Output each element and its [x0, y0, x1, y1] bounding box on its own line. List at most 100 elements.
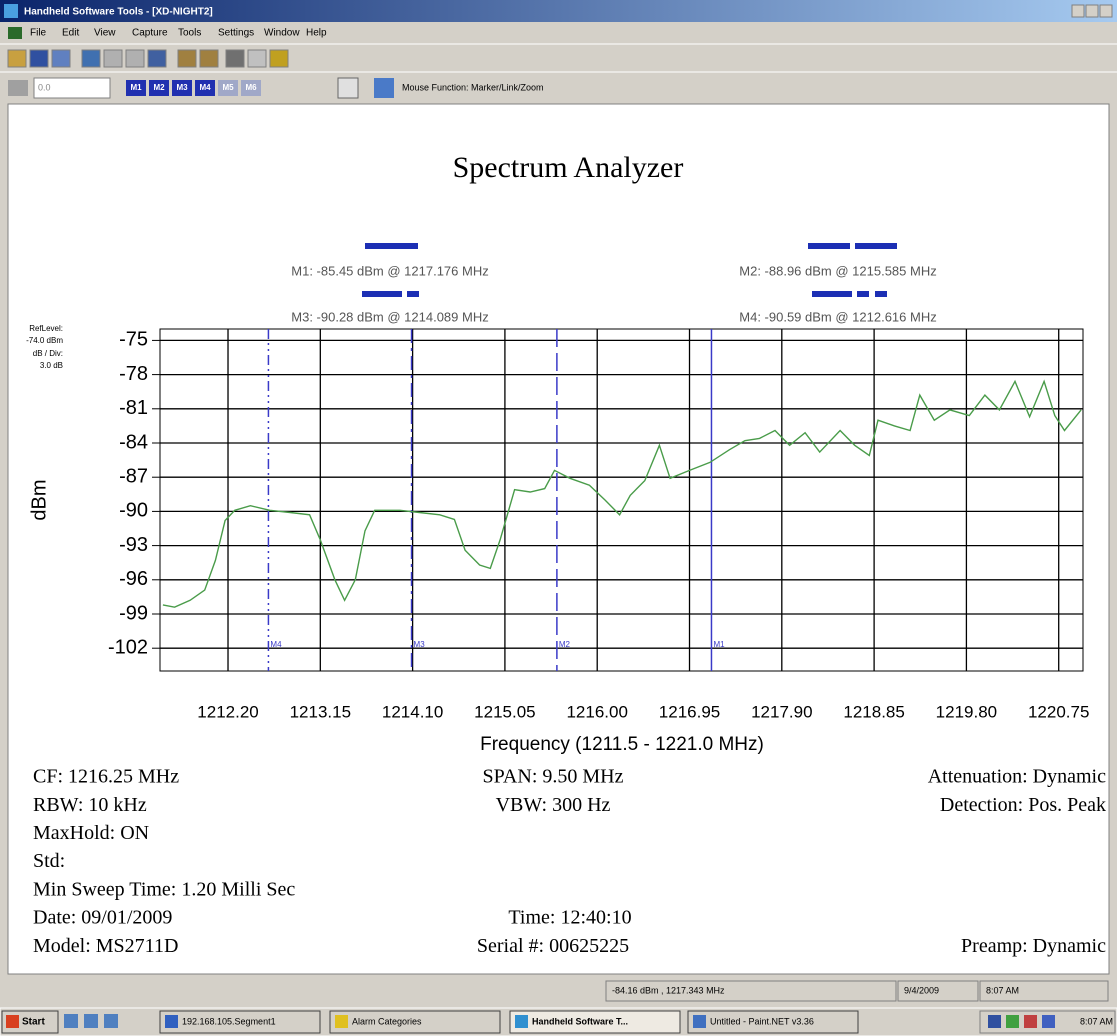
marker-indicator — [812, 291, 852, 297]
marker-button[interactable] — [126, 80, 146, 96]
marker-tag: M1 — [713, 640, 725, 649]
marker-tag: M3 — [414, 640, 426, 649]
x-tick-label: 1212.20 — [197, 702, 258, 721]
menu-item[interactable]: Edit — [62, 28, 79, 39]
setting: Min Sweep Time: 1.20 Milli Sec — [33, 878, 295, 900]
toolbar-button[interactable] — [7, 49, 27, 68]
marker-tag: M4 — [270, 640, 282, 649]
settings-panel: CF: 1216.25 MHz RBW: 10 kHz MaxHold: ON Std… — [33, 766, 1106, 957]
y-tick-label: -90 — [119, 500, 148, 522]
toolbar — [7, 49, 289, 68]
value-input[interactable] — [33, 77, 111, 99]
toolbar-button[interactable] — [225, 49, 245, 68]
mouse-mode-icon[interactable] — [374, 78, 394, 98]
status-pane — [605, 980, 897, 1002]
tray-icon[interactable] — [1024, 1015, 1037, 1028]
status-text: 8:07 AM — [986, 985, 1019, 995]
toolbar-button[interactable] — [177, 49, 197, 68]
marker-button[interactable] — [172, 80, 192, 96]
x-tick-label: 1216.95 — [659, 702, 720, 721]
marker-button[interactable] — [149, 80, 169, 96]
tray-icon[interactable] — [1042, 1015, 1055, 1028]
tool-icon[interactable] — [8, 80, 28, 96]
marker-tag: M2 — [559, 640, 571, 649]
setting: SPAN: 9.50 MHz — [483, 766, 624, 788]
taskbar: Start 192.168.105.Segment1 Alarm Categorie… — [0, 1007, 1117, 1036]
marker-readout: M2: -88.96 dBm @ 1215.585 MHz — [739, 263, 936, 278]
marker-readout: M3: -90.28 dBm @ 1214.089 MHz — [291, 309, 488, 324]
task-button[interactable] — [509, 1010, 681, 1034]
status-pane — [979, 980, 1109, 1002]
marker-button[interactable] — [218, 80, 238, 96]
menu-item[interactable]: Capture — [132, 28, 168, 39]
task-button[interactable] — [159, 1010, 321, 1034]
close-button[interactable] — [1099, 4, 1113, 18]
quick-launch[interactable] — [84, 1014, 98, 1028]
menu-bar: File Edit View Capture Tools Settings Window He… — [8, 27, 327, 39]
y-tick-label: -96 — [119, 568, 148, 590]
marker-indicator — [808, 243, 850, 249]
quick-launch[interactable] — [104, 1014, 118, 1028]
toolbar-button[interactable] — [81, 49, 101, 68]
menu-item[interactable]: View — [94, 28, 116, 39]
marker-button[interactable] — [241, 80, 261, 96]
marker-buttons: M1 M2 M3 M4 M5 M6 — [126, 80, 261, 96]
toolbar-button[interactable] — [269, 49, 289, 68]
toolbar-button[interactable] — [147, 49, 167, 68]
menu-item[interactable]: Tools — [178, 28, 201, 39]
title-bar — [0, 0, 1117, 22]
status-text: -84.16 dBm , 1217.343 MHz — [612, 985, 725, 995]
toolbar-button[interactable] — [125, 49, 145, 68]
marker-button-label: M6 — [245, 83, 257, 92]
task-label: 192.168.105.Segment1 — [182, 1016, 276, 1026]
ref-level-value: -74.0 dBm — [26, 336, 63, 345]
quick-launch[interactable] — [64, 1014, 78, 1028]
minimize-button[interactable] — [1071, 4, 1085, 18]
marker-indicator — [857, 291, 869, 297]
marker-button-label: M5 — [222, 83, 234, 92]
menu-item[interactable]: Help — [306, 28, 327, 39]
setting: Attenuation: Dynamic — [928, 766, 1106, 788]
toolbar-button[interactable] — [247, 49, 267, 68]
task-label: Alarm Categories — [352, 1016, 422, 1026]
marker-indicator — [362, 291, 402, 297]
marker-button[interactable] — [195, 80, 215, 96]
marker-readout: M1: -85.45 dBm @ 1217.176 MHz — [291, 263, 488, 278]
task-icon — [693, 1015, 706, 1028]
trace — [162, 379, 1082, 608]
y-tick-label: -93 — [119, 534, 148, 556]
setting: CF: 1216.25 MHz — [33, 766, 179, 788]
status-pane — [897, 980, 979, 1002]
app-icon — [8, 27, 22, 39]
task-button[interactable] — [329, 1010, 501, 1034]
tray-icon[interactable] — [988, 1015, 1001, 1028]
menu-item[interactable]: Window — [264, 28, 300, 39]
setting: Time: 12:40:10 — [508, 907, 631, 929]
x-tick-label: 1219.80 — [936, 702, 997, 721]
marker-readout: M4: -90.59 dBm @ 1212.616 MHz — [739, 309, 936, 324]
toolbar-button[interactable] — [199, 49, 219, 68]
toolbar-button[interactable] — [51, 49, 71, 68]
x-tick-label: 1215.05 — [474, 702, 535, 721]
setting: VBW: 300 Hz — [496, 794, 611, 816]
marker-button-label: M3 — [176, 83, 188, 92]
app-icon — [4, 4, 18, 18]
y-tick-label: -78 — [119, 363, 148, 385]
menu-item[interactable]: File — [30, 28, 47, 39]
window-title: Handheld Software Tools - [XD-NIGHT2] — [24, 7, 213, 18]
chart-title: Spectrum Analyzer — [453, 151, 684, 184]
task-button[interactable] — [687, 1010, 859, 1034]
toolbar-button[interactable] — [103, 49, 123, 68]
menu-item[interactable]: Settings — [218, 28, 254, 39]
maximize-button[interactable] — [1085, 4, 1099, 18]
setting: RBW: 10 kHz — [33, 794, 147, 816]
marker-button-label: M2 — [153, 83, 165, 92]
ref-level-label: RefLevel: — [29, 324, 63, 333]
marker-indicator — [855, 243, 897, 249]
zoom-icon[interactable] — [337, 77, 359, 99]
tray-icon[interactable] — [1006, 1015, 1019, 1028]
toolbar-button[interactable] — [29, 49, 49, 68]
task-label: Handheld Software T... — [532, 1016, 628, 1026]
x-tick-label: 1217.90 — [751, 702, 812, 721]
